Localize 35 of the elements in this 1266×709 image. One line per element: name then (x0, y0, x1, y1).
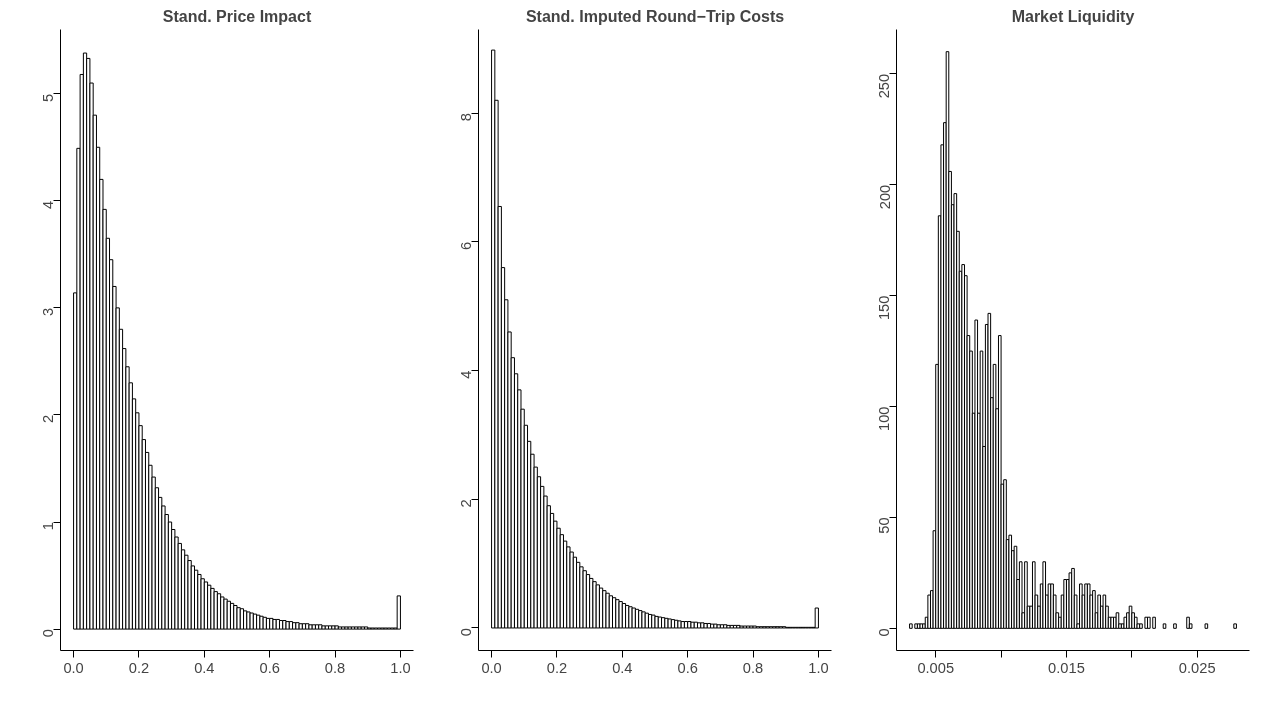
y-tick-label: 2 (458, 499, 475, 508)
y-tick-label: 4 (458, 370, 475, 379)
y-tick-label: 200 (876, 184, 893, 210)
x-tick-label: 0.025 (1178, 659, 1216, 676)
y-tick-label: 50 (876, 517, 893, 534)
x-tick-label: 0.0 (481, 659, 502, 676)
x-tick-label: 0.8 (324, 659, 346, 676)
y-tick-label: 150 (876, 295, 893, 321)
y-tick-label: 4 (40, 200, 57, 209)
chart-title: Stand. Imputed Round−Trip Costs (525, 7, 785, 25)
x-tick-label: 0.6 (677, 659, 698, 676)
chart-title: Stand. Price Impact (162, 7, 312, 25)
x-tick-label: 0.8 (742, 659, 764, 676)
x-tick-label: 1.0 (390, 659, 411, 676)
y-tick-label: 1 (40, 522, 57, 531)
y-tick-label: 250 (876, 73, 893, 99)
chart-title: Market Liquidity (1011, 7, 1135, 25)
y-tick-label: 0 (458, 627, 475, 637)
x-tick-label: 0.4 (612, 659, 633, 676)
x-tick-label: 0.2 (546, 659, 568, 676)
y-tick-label: 6 (458, 241, 475, 251)
x-tick-label: 0.005 (917, 659, 955, 676)
x-tick-label: 0.2 (128, 659, 150, 676)
y-tick-label: 100 (876, 406, 893, 431)
y-tick-label: 0 (876, 628, 893, 637)
y-tick-label: 0 (40, 629, 57, 638)
y-tick-label: 5 (40, 93, 57, 102)
x-tick-label: 1.0 (808, 659, 829, 676)
x-tick-label: 0.4 (194, 659, 215, 676)
x-tick-label: 0.0 (63, 659, 84, 676)
x-tick-label: 0.015 (1048, 659, 1085, 676)
y-tick-label: 2 (40, 414, 57, 424)
y-tick-label: 3 (40, 307, 57, 317)
x-tick-label: 0.6 (259, 659, 280, 676)
y-tick-label: 8 (458, 113, 475, 122)
